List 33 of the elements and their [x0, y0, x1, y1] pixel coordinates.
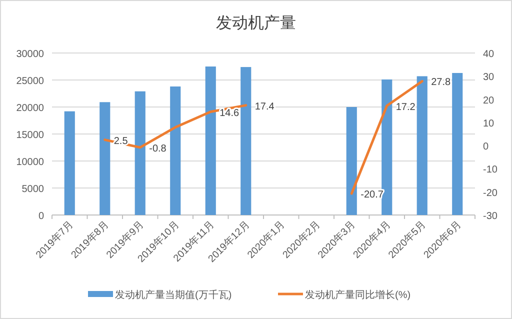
y2-tick-label: -30 [483, 211, 498, 222]
y2-tick-label: 30 [483, 72, 495, 84]
data-label: 27.8 [431, 77, 452, 88]
data-label: -0.8 [149, 143, 167, 154]
data-label: 17.4 [254, 101, 275, 112]
bar [170, 86, 181, 215]
bar [382, 79, 392, 215]
y2-tick-label: 0 [483, 142, 489, 153]
chart-title: 发动机产量 [216, 14, 296, 32]
y-tick-label: 20000 [16, 103, 44, 114]
y-tick-label: 30000 [16, 49, 44, 60]
y-tick-label: 5000 [22, 184, 44, 195]
bar [134, 91, 146, 215]
y2-tick-label: 40 [483, 49, 495, 60]
bar [416, 76, 428, 215]
y-tick-label: 15000 [16, 130, 44, 141]
bar [64, 111, 75, 215]
y2-tick-label: 10 [483, 118, 495, 130]
legend-label: 发动机产量同比增长(%) [305, 289, 411, 301]
bar [100, 102, 110, 215]
bar [452, 72, 463, 215]
y2-tick-label: -10 [483, 164, 498, 176]
y-tick-label: 10000 [16, 157, 44, 168]
data-label: 14.6 [220, 108, 240, 119]
y-tick-label: 0 [38, 211, 44, 222]
y2-tick-label: 20 [483, 95, 495, 106]
bar [205, 66, 216, 215]
bar [240, 67, 252, 215]
y-tick-label: 25000 [16, 76, 44, 87]
legend-label: 发动机产量当期值(万千瓦) [115, 289, 232, 301]
data-label: 17.2 [396, 102, 416, 113]
bar [346, 107, 357, 215]
y2-tick-label: -20 [483, 188, 498, 199]
